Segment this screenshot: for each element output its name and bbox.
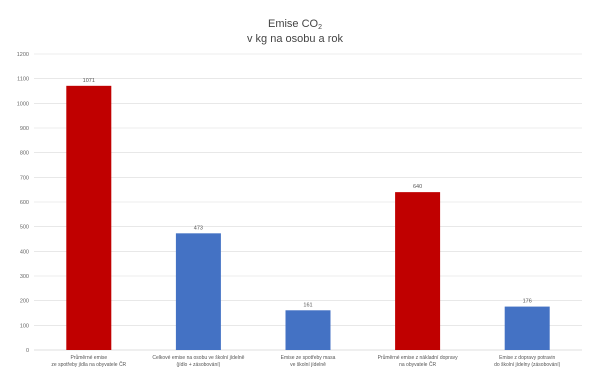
y-tick-label: 400	[20, 249, 29, 255]
bars	[66, 85, 550, 350]
category-labels: Průměrné emise ze spotřeby jídla na obyva…	[51, 354, 560, 368]
category-label-line: ve školní jídelně	[290, 362, 326, 368]
data-label: 640	[413, 184, 422, 190]
y-tick-label: 0	[26, 348, 29, 354]
category-label: Emise z dopravy potravin do školní jídeln…	[494, 355, 560, 368]
category-label-line: ze spotřeby jídla na obyvatele ČR	[51, 361, 126, 368]
data-label: 1071	[83, 78, 95, 84]
category-label-line: (jídlo + zásobování)	[177, 362, 221, 368]
data-labels: 1071 473 161 640 176	[83, 78, 532, 308]
y-axis-tick-labels: 0 100 200 300 400 500 600 700 800 900 1000 1100 1200	[17, 52, 29, 354]
category-label: Průměrné emise ze spotřeby jídla na obyva…	[51, 354, 126, 368]
y-tick-label: 900	[20, 126, 29, 132]
y-tick-label: 800	[20, 151, 29, 157]
category-label-line: Celkové emise na osobu ve školní jídelně	[152, 355, 244, 361]
category-label-line: na obyvatele ČR	[399, 361, 436, 368]
y-tick-label: 1000	[17, 101, 29, 107]
category-label: Celkové emise na osobu ve školní jídelně…	[152, 355, 244, 368]
y-tick-label: 600	[20, 200, 29, 206]
category-label-line: do školní jídelny (zásobování)	[494, 362, 560, 368]
category-label: Emise ze spotřeby masa ve školní jídelně	[281, 355, 336, 368]
gridlines	[34, 53, 582, 351]
y-tick-label: 200	[20, 299, 29, 305]
bar	[175, 233, 221, 350]
bar	[66, 85, 112, 350]
category-label-line: Emise ze spotřeby masa	[281, 355, 336, 361]
y-tick-label: 500	[20, 225, 29, 231]
y-tick-label: 700	[20, 175, 29, 181]
y-tick-label: 1100	[17, 77, 29, 83]
y-tick-label: 100	[20, 323, 29, 329]
data-label: 176	[523, 299, 532, 305]
y-tick-label: 300	[20, 274, 29, 280]
bar	[285, 310, 331, 350]
bar	[395, 192, 441, 350]
category-label-line: Průměrné emise	[70, 354, 107, 361]
category-label-line: Průměrné emise z nákladní dopravy	[378, 354, 459, 361]
chart-title-subscript: 2	[318, 24, 322, 31]
data-label: 473	[194, 225, 203, 231]
category-label-line: Emise z dopravy potravin	[499, 355, 555, 361]
bar	[504, 306, 550, 350]
data-label: 161	[303, 302, 312, 308]
chart-subtitle: v kg na osobu a rok	[247, 33, 344, 45]
category-label: Průměrné emise z nákladní dopravy na obyv…	[378, 354, 459, 368]
chart-title-main: Emise CO	[268, 18, 319, 30]
y-tick-label: 1200	[17, 52, 29, 58]
chart-title: Emise CO2	[268, 18, 322, 31]
